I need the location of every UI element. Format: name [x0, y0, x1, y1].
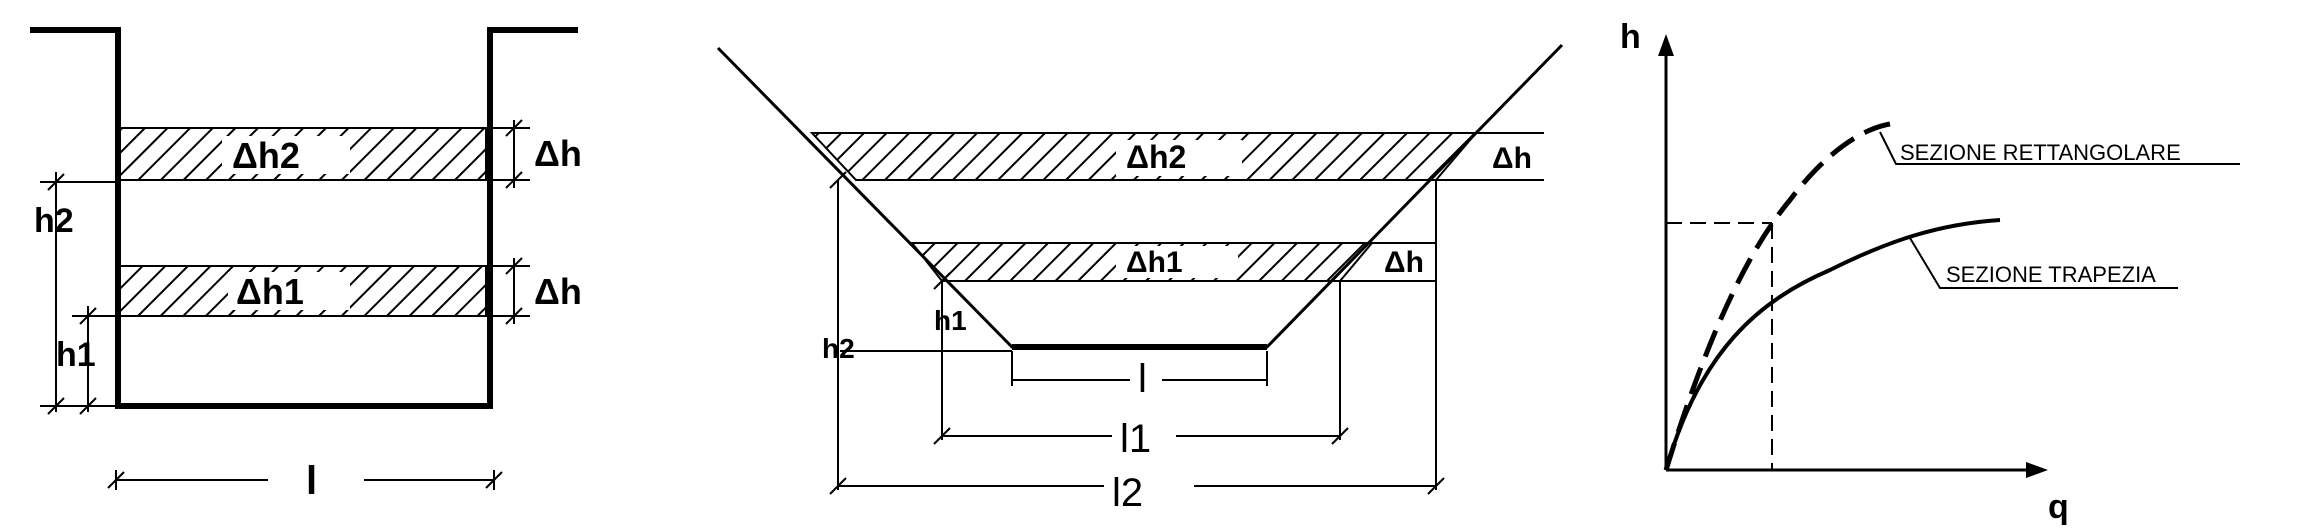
label-dh2: Δh2	[232, 135, 300, 176]
trap-label-dh1: Δh1	[1126, 246, 1183, 279]
trapezoidal-section: Δh2 Δh1 Δh Δh h2 h1 l l1	[716, 43, 1564, 515]
label-dh1: Δh1	[236, 271, 304, 312]
label-h2: h2	[34, 202, 74, 240]
trap-label-base-width: l	[1138, 357, 1147, 401]
trap-label-dh-top: Δh	[1492, 142, 1532, 175]
curve-label-rectangular: SEZIONE RETTANGOLARE	[1900, 140, 2181, 165]
y-axis-arrow	[1658, 34, 1674, 56]
trap-label-width1: l1	[1120, 417, 1151, 461]
trap-label-h2: h2	[822, 333, 855, 364]
rectangular-section: Δh2 Δh1 Δh Δh h2 h1 l	[30, 27, 582, 503]
leader-trapezoidal	[1909, 237, 2178, 289]
trap-label-dh2: Δh2	[1126, 139, 1186, 175]
x-axis-label: q	[2048, 488, 2069, 526]
h-q-graph: h q SEZIONE RETTANGOLARE SEZIONE TRAPEZI…	[1620, 18, 2240, 526]
curve-trapezoidal	[1664, 218, 2001, 471]
x-axis-arrow	[2026, 462, 2048, 478]
trap-label-dh-bottom: Δh	[1384, 246, 1424, 279]
label-dh-bottom: Δh	[534, 271, 582, 312]
label-h1: h1	[56, 336, 96, 374]
trap-label-width2: l2	[1112, 471, 1143, 515]
rect-channel-outline	[30, 27, 578, 409]
label-width-l: l	[306, 459, 317, 503]
y-axis-label: h	[1620, 18, 1641, 56]
leader-rectangular	[1879, 131, 2240, 165]
trap-label-h1: h1	[934, 305, 967, 336]
curve-rectangular	[1663, 121, 1891, 471]
curve-label-trapezoidal: SEZIONE TRAPEZIA	[1946, 262, 2156, 287]
label-dh-top: Δh	[534, 133, 582, 174]
